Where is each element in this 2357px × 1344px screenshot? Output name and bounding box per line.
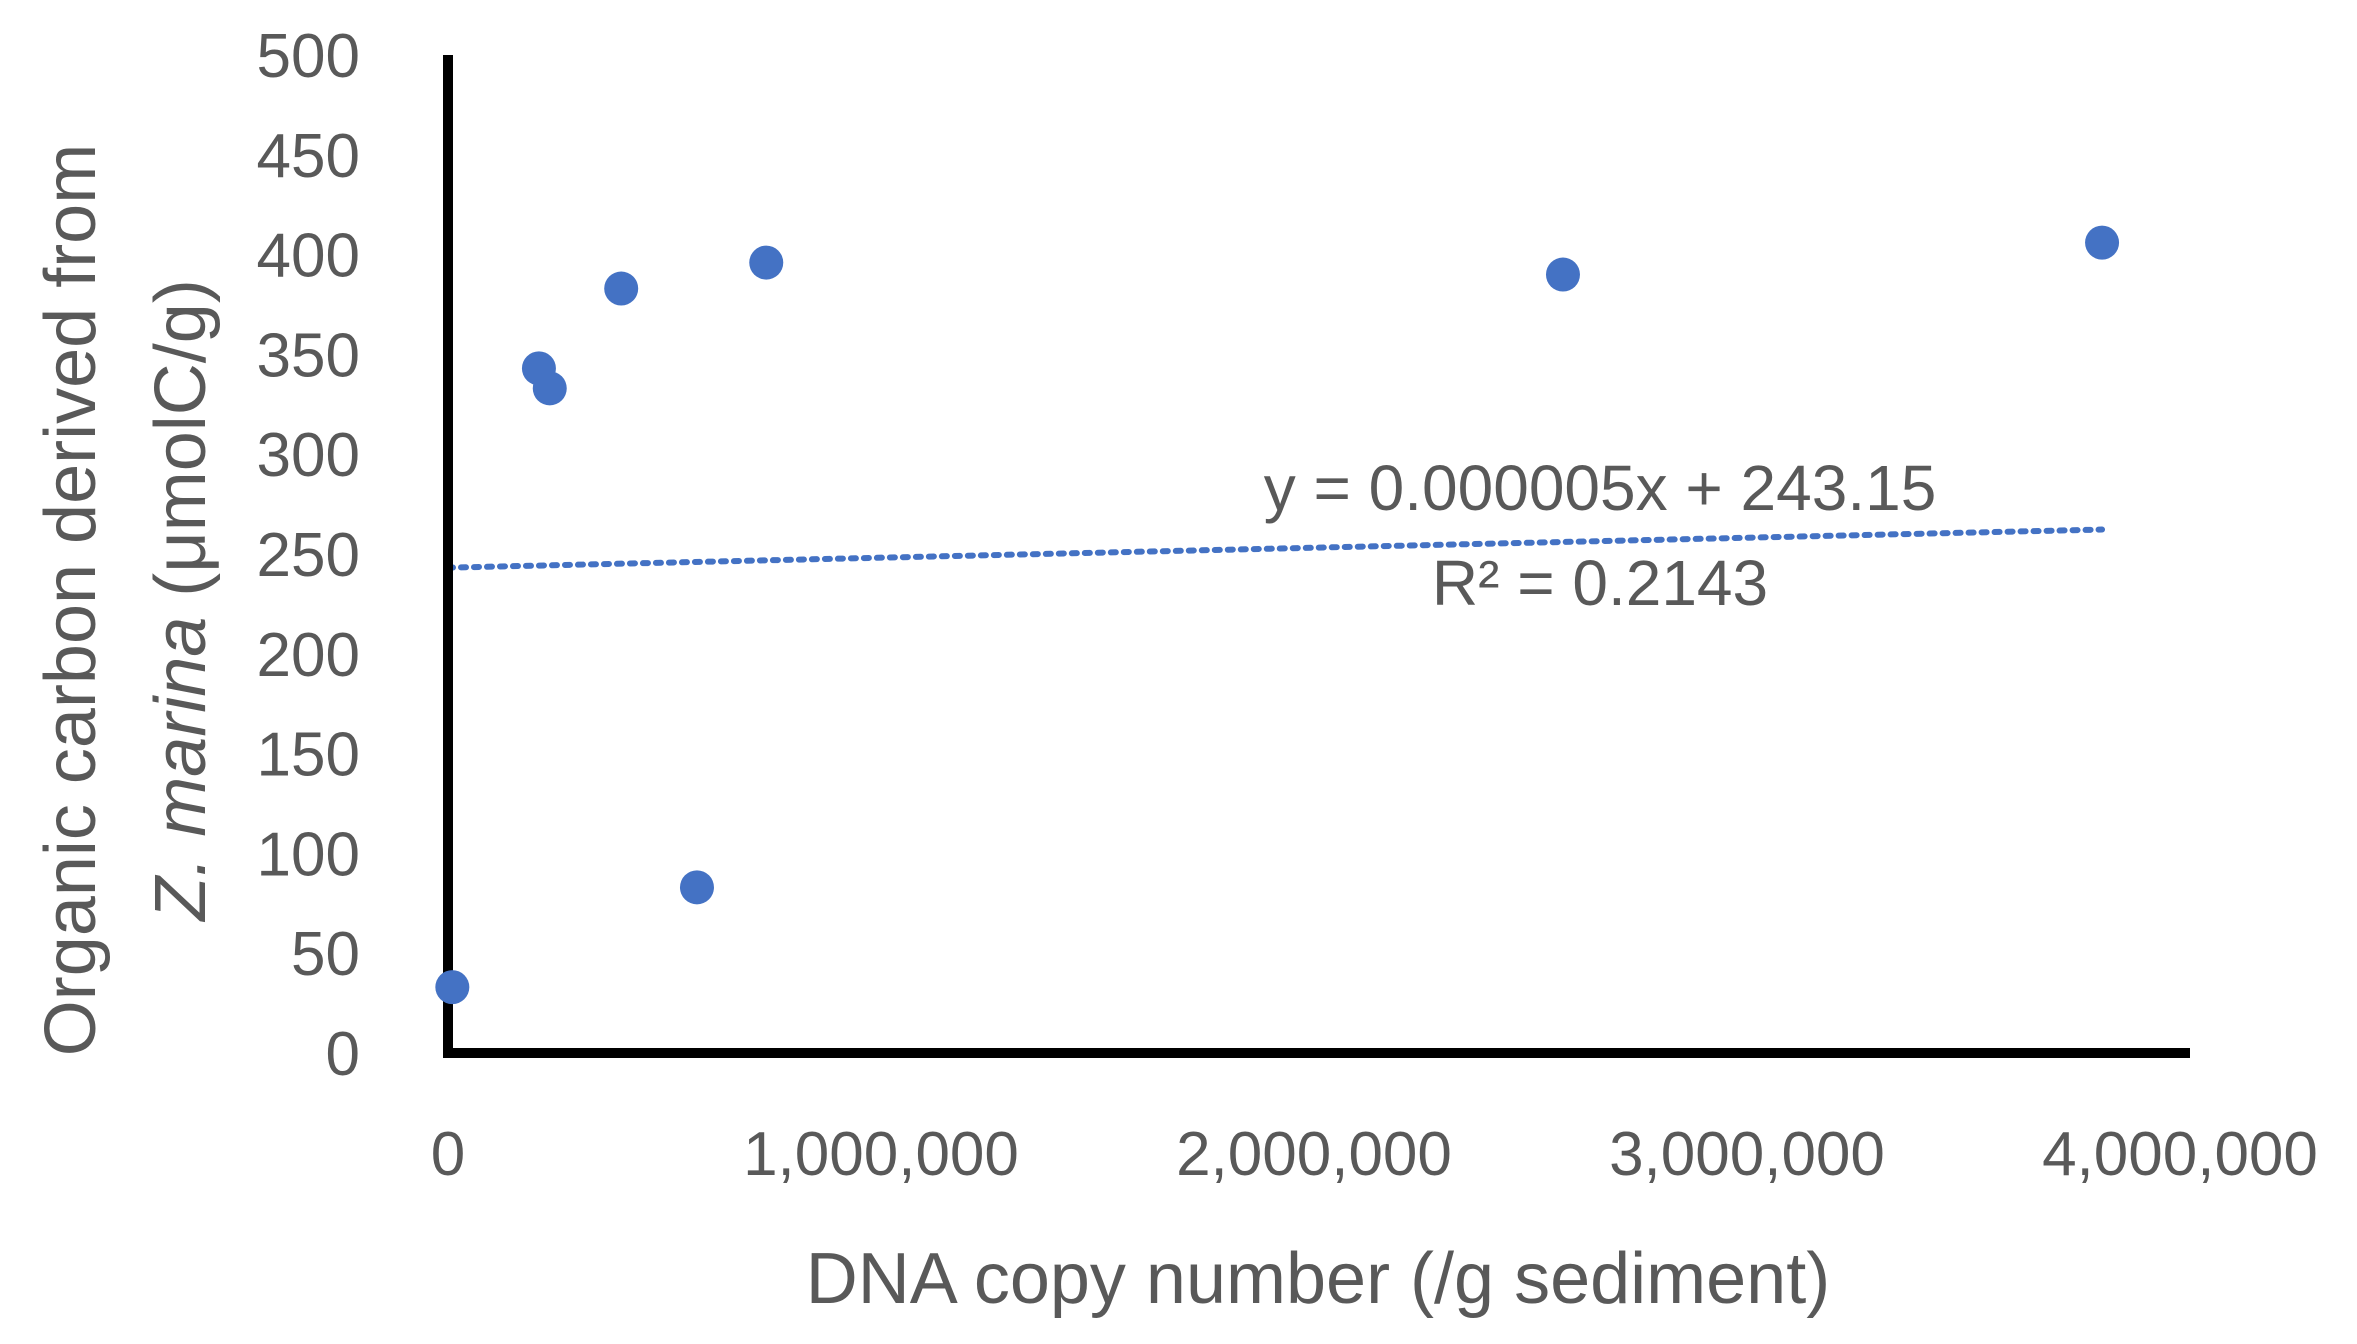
trendline — [445, 526, 2106, 571]
x-tick-label: 0 — [431, 1120, 465, 1189]
x-tick-label: 4,000,000 — [2042, 1120, 2318, 1189]
y-axis-title-unit: (μmolC/g) — [141, 279, 221, 617]
y-tick-label: 200 — [257, 621, 360, 690]
x-tick-labels: 0 1,000,000 2,000,000 3,000,000 4,000,000 — [431, 1120, 2318, 1189]
y-axis-title-species: Z. marina — [141, 617, 221, 923]
data-point — [532, 371, 567, 406]
y-tick-label: 0 — [326, 1020, 360, 1089]
y-tick-label: 350 — [257, 321, 360, 390]
y-axis-title: Organic carbon derived from Z. marina (μ… — [31, 144, 221, 1056]
data-point — [435, 970, 470, 1005]
x-axis-title: DNA copy number (/g sediment) — [806, 1239, 1830, 1319]
x-tick-label: 2,000,000 — [1176, 1120, 1452, 1189]
y-tick-label: 450 — [257, 122, 360, 191]
r-squared-label: R² = 0.2143 — [1432, 547, 1768, 619]
y-tick-label: 100 — [257, 820, 360, 889]
y-tick-label: 150 — [257, 721, 360, 790]
x-tick-label: 3,000,000 — [1609, 1120, 1885, 1189]
x-tick-label: 1,000,000 — [743, 1120, 1019, 1189]
equation-label: y = 0.000005x + 243.15 — [1264, 452, 1937, 524]
data-points — [435, 225, 2120, 1005]
data-point — [749, 245, 784, 280]
y-axis-title-line2: Z. marina (μmolC/g) — [141, 279, 221, 923]
y-tick-label: 50 — [291, 920, 360, 989]
data-point — [679, 870, 714, 905]
y-tick-label: 250 — [257, 521, 360, 590]
y-tick-label: 400 — [257, 222, 360, 291]
data-point — [2085, 225, 2120, 260]
y-tick-labels: 0 50 100 150 200 250 300 350 400 450 500 — [257, 22, 360, 1089]
data-point — [1545, 257, 1580, 292]
y-tick-label: 500 — [257, 22, 360, 91]
axes-layer — [443, 55, 2190, 1058]
y-tick-label: 300 — [257, 421, 360, 490]
data-point — [604, 271, 639, 306]
trendline-layer — [445, 526, 2106, 571]
y-axis-title-line1: Organic carbon derived from — [31, 144, 111, 1056]
